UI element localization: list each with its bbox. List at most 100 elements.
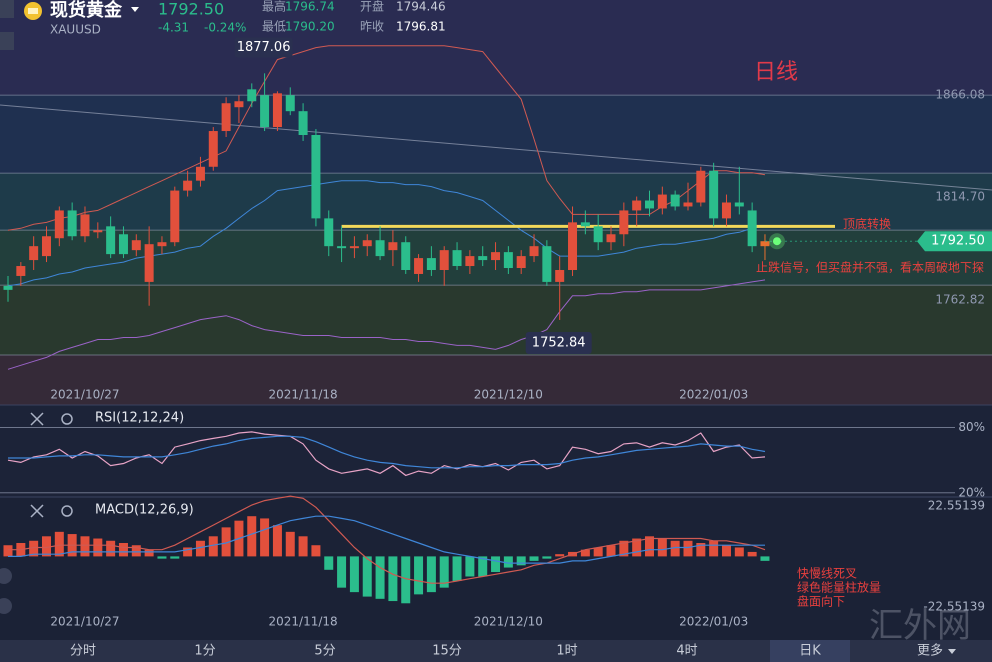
stat-value: 1790.20: [285, 20, 335, 34]
candle-body: [452, 250, 462, 267]
macd-bar: [657, 538, 667, 557]
candle-body: [503, 252, 513, 269]
change: -4.31: [158, 21, 189, 35]
candle-body: [529, 246, 539, 257]
candle-body: [234, 101, 244, 108]
annotation: 顶底转换: [843, 216, 891, 231]
x-tick-label: 2021/11/18: [269, 388, 338, 402]
candle-body: [93, 230, 103, 233]
macd-bar: [388, 556, 398, 602]
stat-label: 昨收: [360, 20, 384, 34]
macd-bar: [503, 556, 513, 568]
macd-bar: [375, 556, 385, 599]
y-tick-label: 22.55139: [928, 499, 985, 513]
candle-body: [195, 166, 205, 181]
macd-bar: [593, 547, 603, 557]
band-line: [7, 180, 766, 287]
macd-bar: [80, 536, 90, 557]
tab[interactable]: 日K: [799, 644, 821, 659]
settings-icon[interactable]: [61, 505, 73, 517]
macd-bar: [555, 554, 565, 557]
close-icon[interactable]: [30, 504, 44, 518]
macd-bar: [195, 540, 205, 557]
zone: [0, 355, 992, 405]
macd-bar: [529, 556, 539, 561]
macd-bar: [221, 527, 231, 557]
live-glow: [768, 233, 785, 250]
symbol: XAUUSD: [50, 23, 101, 37]
x-tick-label: 2021/10/27: [50, 615, 119, 629]
stat-value: 1796.81: [396, 20, 446, 34]
candle-body: [157, 242, 167, 247]
tab[interactable]: 分时: [70, 644, 96, 659]
tab[interactable]: 1分: [194, 644, 215, 659]
candle-body: [414, 258, 424, 274]
stat-value: 1794.46: [396, 0, 446, 14]
x-tick-label: 2021/12/10: [474, 388, 543, 402]
candle-body: [362, 240, 372, 247]
tab[interactable]: 1时: [556, 644, 577, 659]
macd-bar: [491, 556, 501, 573]
last-price: 1792.50: [158, 0, 224, 19]
high-label: 1877.06: [237, 40, 291, 55]
macd-bar: [452, 556, 462, 581]
last-price-tag: [917, 231, 992, 252]
candle-body: [388, 242, 398, 251]
macd-bar: [580, 549, 590, 557]
rsi-line: [8, 435, 766, 469]
live-dot: [772, 237, 781, 246]
macd-bar: [208, 536, 218, 557]
zone: [0, 95, 992, 173]
stat-label: 最低: [262, 20, 286, 34]
macd-bar: [516, 556, 526, 566]
candle-body: [478, 256, 488, 261]
tool-button[interactable]: [0, 568, 12, 584]
candle-body: [542, 246, 552, 282]
macd-bar: [118, 543, 128, 557]
candle-body: [3, 285, 13, 290]
candle-body: [221, 103, 231, 132]
tab[interactable]: 5分: [314, 644, 335, 659]
x-tick-label: 2022/01/03: [679, 615, 748, 629]
tab[interactable]: 15分: [432, 644, 462, 659]
gold-icon-bar: [28, 8, 38, 14]
macd-bar: [362, 556, 372, 597]
dropdown-caret[interactable]: [131, 7, 139, 12]
band-line: [7, 279, 766, 370]
tool-button[interactable]: [0, 598, 12, 614]
candle-body: [375, 240, 385, 257]
x-tick-label: 2021/11/18: [269, 615, 338, 629]
candle-body: [285, 95, 295, 112]
zone: [0, 0, 992, 95]
candle-body: [29, 246, 39, 261]
candle-body: [131, 240, 141, 251]
close-icon[interactable]: [30, 412, 44, 426]
macd-bar: [260, 518, 270, 557]
instrument-name: 现货黄金: [50, 0, 123, 21]
watermark: 汇外网: [869, 606, 971, 646]
macd-bar: [414, 556, 424, 595]
candle-body: [568, 222, 578, 270]
dif-line: [8, 495, 766, 584]
macd-bar: [106, 540, 116, 557]
candle-body: [645, 200, 654, 209]
last-price-label: 1792.50: [931, 234, 985, 249]
annotation: 绿色能量柱放量: [797, 580, 881, 595]
zone: [0, 285, 992, 355]
band-line: [7, 45, 766, 231]
back-button[interactable]: [0, 0, 14, 18]
tab[interactable]: 更多: [917, 643, 943, 659]
tool-button[interactable]: [0, 32, 14, 50]
y-tick-label: 80%: [958, 420, 985, 434]
settings-icon[interactable]: [61, 413, 73, 425]
candle-body: [208, 131, 218, 167]
macd-bar: [93, 538, 103, 557]
macd-bar: [747, 551, 757, 557]
macd-bar: [272, 525, 282, 557]
tab[interactable]: 4时: [676, 644, 697, 659]
candle-body: [657, 194, 667, 209]
candle-body: [747, 210, 757, 247]
macd-bar: [721, 545, 731, 557]
y-tick-label: 20%: [958, 485, 985, 499]
macd-bar: [696, 543, 706, 557]
